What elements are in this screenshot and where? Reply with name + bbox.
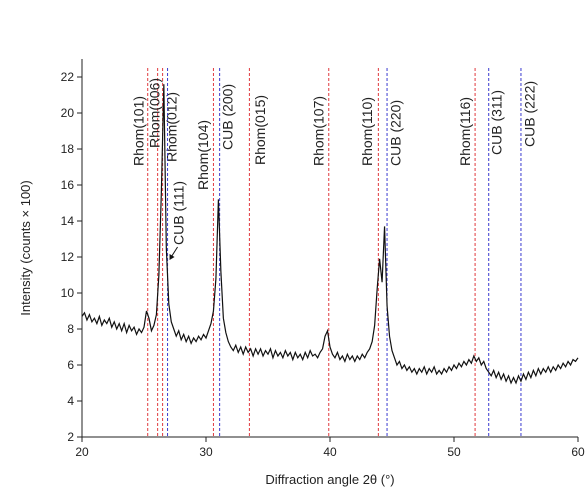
y-tick-label: 14 bbox=[61, 214, 75, 228]
x-tick-label: 50 bbox=[447, 445, 461, 459]
data-line bbox=[81, 84, 579, 385]
reference-label: Rhom(116) bbox=[457, 97, 473, 166]
y-tick-label: 6 bbox=[67, 358, 74, 372]
y-tick-label: 12 bbox=[61, 250, 75, 264]
x-axis-title: Diffraction angle 2θ (°) bbox=[265, 472, 394, 487]
y-tick-label: 16 bbox=[61, 178, 75, 192]
y-tick-label: 10 bbox=[61, 286, 75, 300]
reference-label: Rhom(107) bbox=[310, 96, 326, 166]
reference-label: Rhom(104) bbox=[195, 120, 211, 190]
reference-label: Rhom(110) bbox=[359, 97, 375, 166]
x-tick-label: 20 bbox=[75, 445, 89, 459]
reference-label: CUB (200) bbox=[219, 84, 235, 150]
y-tick-label: 18 bbox=[61, 142, 75, 156]
x-tick-label: 40 bbox=[323, 445, 337, 459]
reference-label: CUB (220) bbox=[388, 100, 404, 166]
x-tick-label: 30 bbox=[199, 445, 213, 459]
y-tick-label: 8 bbox=[67, 322, 74, 336]
reference-label: Rhom(015) bbox=[252, 95, 268, 165]
reference-label: CUB (222) bbox=[522, 81, 538, 147]
y-tick-label: 4 bbox=[67, 394, 74, 408]
reference-label: CUB (311) bbox=[488, 90, 504, 155]
reference-label: Rhom(006) bbox=[146, 78, 162, 148]
reference-label: Rhom(101) bbox=[130, 96, 146, 166]
y-tick-label: 22 bbox=[61, 70, 75, 84]
y-axis-title: Intensity (counts × 100) bbox=[18, 180, 33, 316]
y-tick-label: 20 bbox=[61, 106, 75, 120]
reference-label: CUB (111) bbox=[170, 181, 186, 245]
y-tick-label: 2 bbox=[67, 430, 74, 444]
x-tick-label: 60 bbox=[571, 445, 585, 459]
arrow-head bbox=[169, 254, 175, 260]
reference-label: Rhom(012) bbox=[163, 92, 179, 162]
